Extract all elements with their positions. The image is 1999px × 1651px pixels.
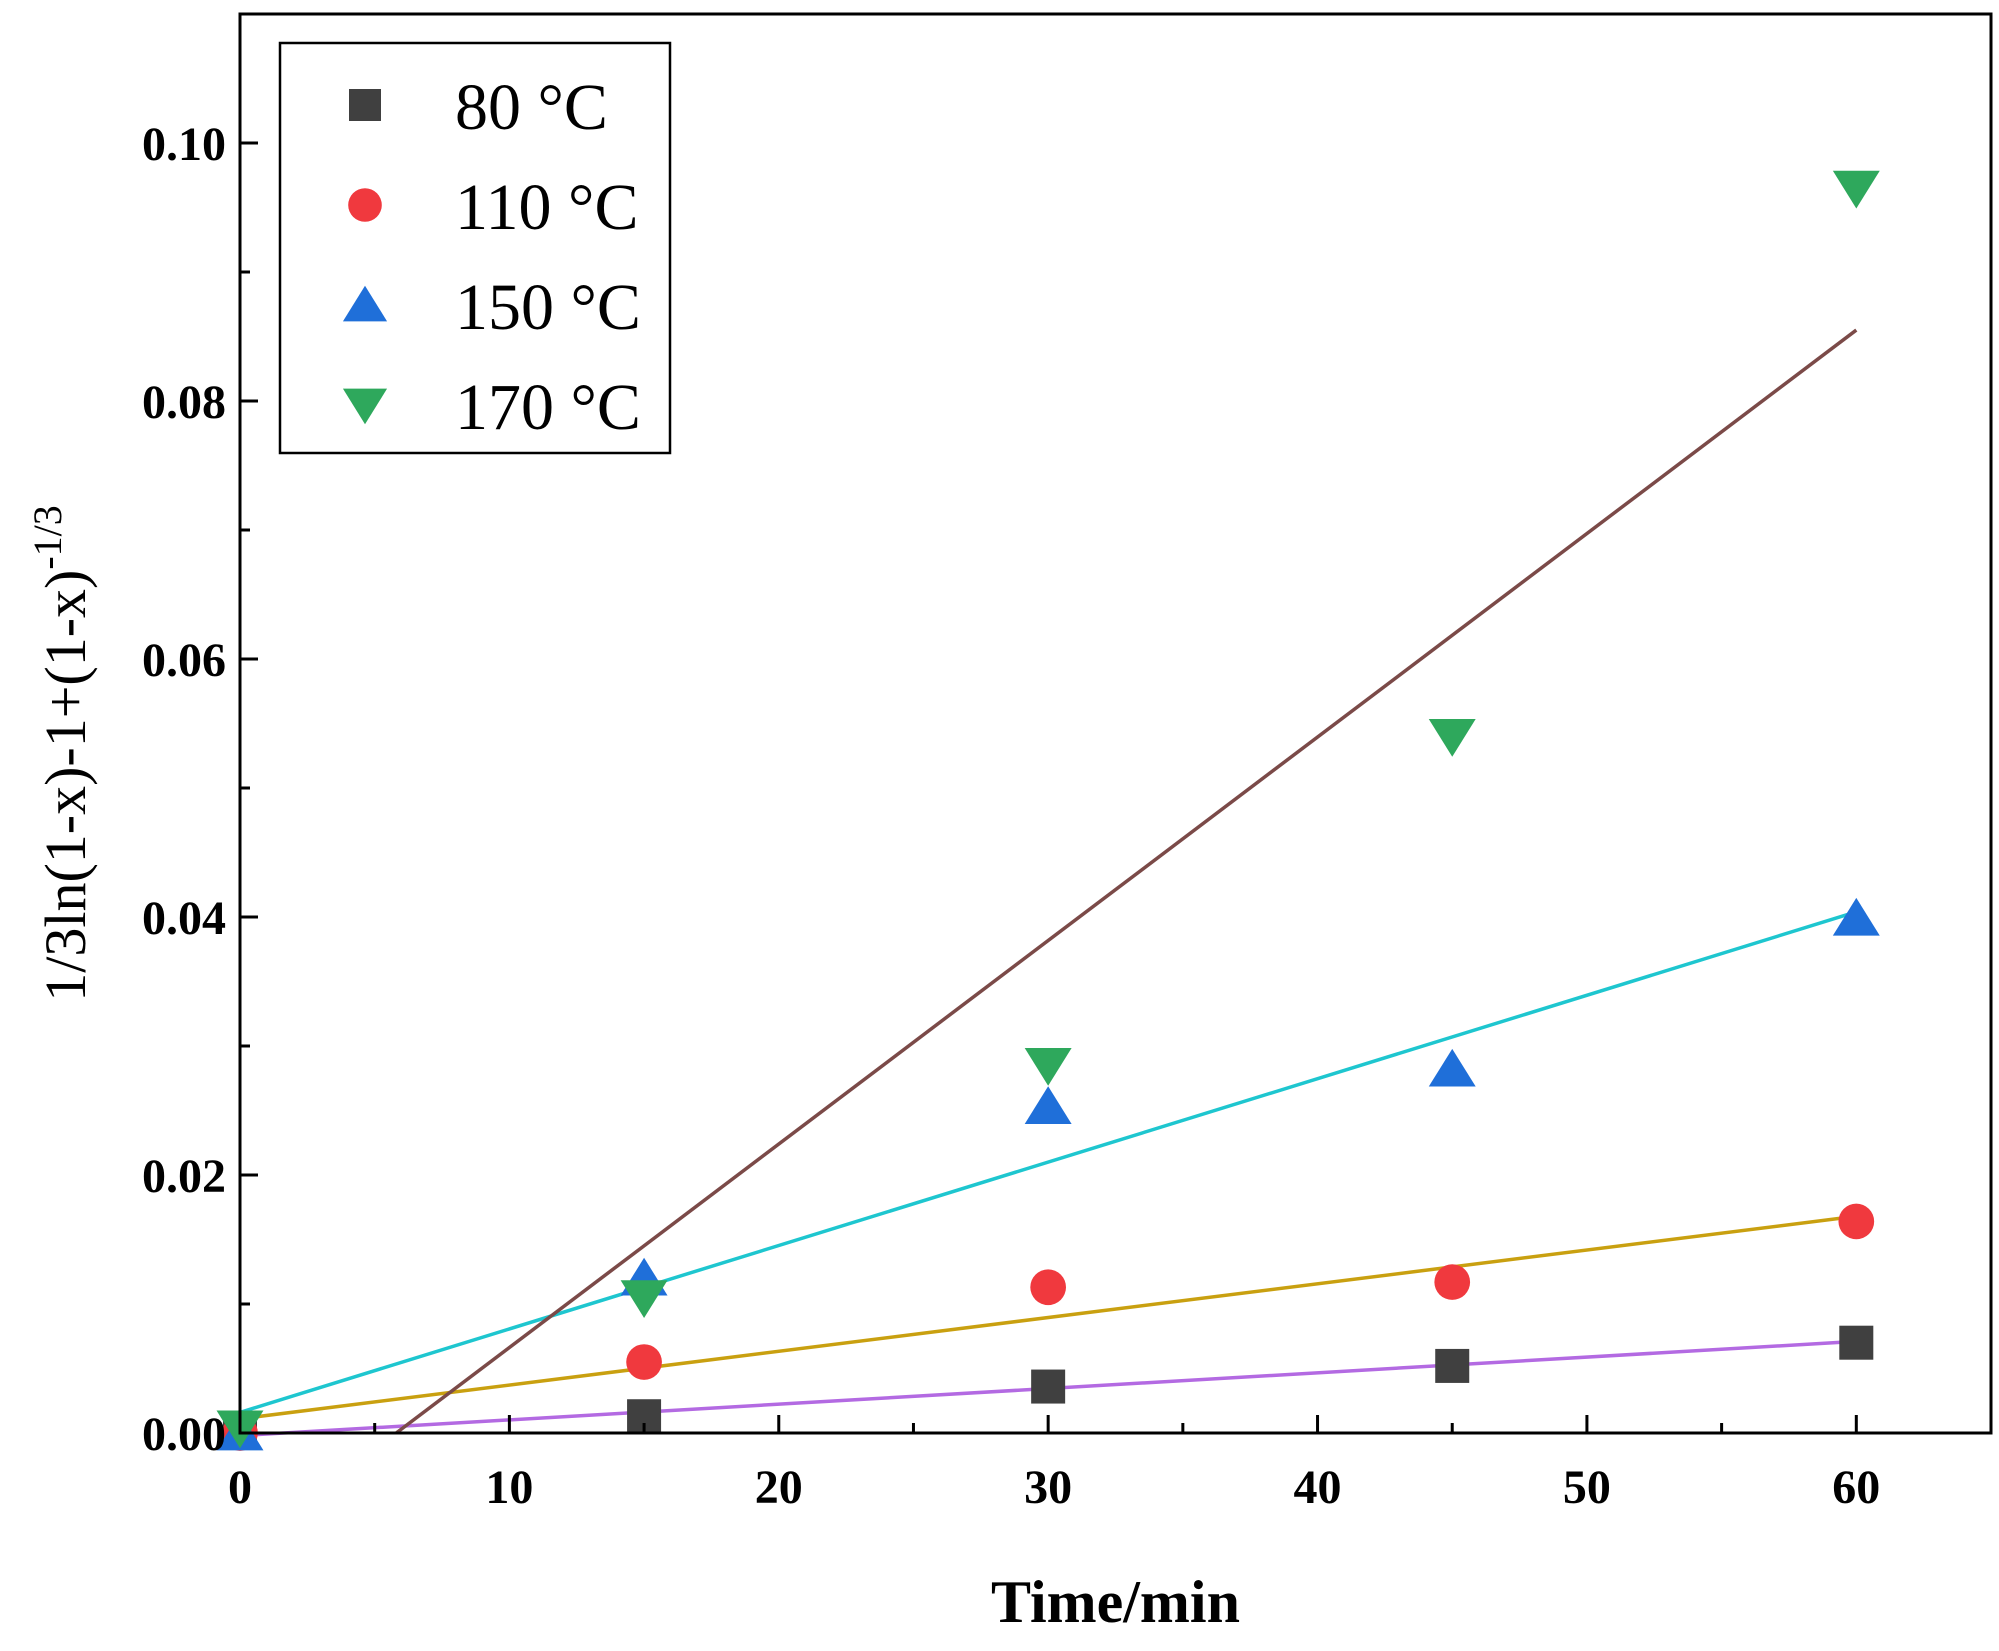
y-axis-title: 1/3ln(1-x)-1+(1-x)-1/3	[25, 505, 98, 1002]
fit-line	[239, 910, 1857, 1415]
data-point	[1838, 1203, 1875, 1240]
x-tick-label: 20	[755, 1461, 803, 1514]
y-tick-label: 0.06	[142, 634, 226, 687]
legend-label: 110 °C	[455, 171, 638, 244]
data-point	[1839, 1325, 1874, 1360]
data-point	[1024, 1048, 1072, 1086]
legend-label: 170 °C	[455, 371, 641, 444]
y-tick-label: 0.10	[142, 118, 226, 171]
x-tick-label: 40	[1294, 1461, 1342, 1514]
data-point	[1428, 719, 1476, 757]
legend: 80 °C 110 °C 150 °C 170 °C	[278, 41, 672, 455]
legend-label: 150 °C	[455, 271, 641, 344]
x-tick-label: 10	[485, 1461, 533, 1514]
x-tick-label: 50	[1563, 1461, 1611, 1514]
y-tick-label: 0.08	[142, 376, 226, 429]
data-point	[1030, 1269, 1067, 1306]
y-axis-title-main: 1/3ln(1-x)-1+(1-x)	[33, 570, 98, 1002]
data-point	[1434, 1264, 1471, 1300]
data-point	[1024, 1086, 1072, 1124]
x-axis-title: Time/min	[991, 1569, 1240, 1635]
y-tick-label: 0.00	[142, 1408, 226, 1461]
legend-marker	[349, 89, 381, 121]
x-tick-label: 0	[228, 1461, 252, 1514]
data-point	[1031, 1369, 1066, 1404]
x-tick-label: 30	[1024, 1461, 1072, 1514]
legend-marker	[342, 388, 388, 425]
data-point	[1435, 1348, 1470, 1383]
y-axis-title-superscript: -1/3	[25, 505, 70, 569]
legend-box	[278, 41, 672, 455]
fit-line	[239, 1214, 1857, 1421]
data-point	[1832, 170, 1880, 209]
fit-line	[395, 328, 1858, 1435]
legend-marker	[342, 285, 388, 322]
x-axis-ticks: 0 10 20 30 40 50 60	[228, 1415, 1880, 1514]
y-tick-label: 0.04	[142, 892, 226, 945]
data-point	[1832, 897, 1880, 936]
y-axis-ticks: 0.00 0.02 0.04 0.06 0.08 0.10	[142, 118, 258, 1461]
data-point	[620, 1280, 668, 1318]
plot-frame	[238, 12, 1993, 1435]
data-point	[626, 1344, 662, 1380]
y-tick-label: 0.02	[142, 1150, 226, 1203]
legend-label: 80 °C	[455, 71, 608, 144]
data-point	[1428, 1048, 1476, 1087]
x-tick-label: 60	[1832, 1461, 1880, 1514]
legend-marker	[348, 188, 382, 222]
